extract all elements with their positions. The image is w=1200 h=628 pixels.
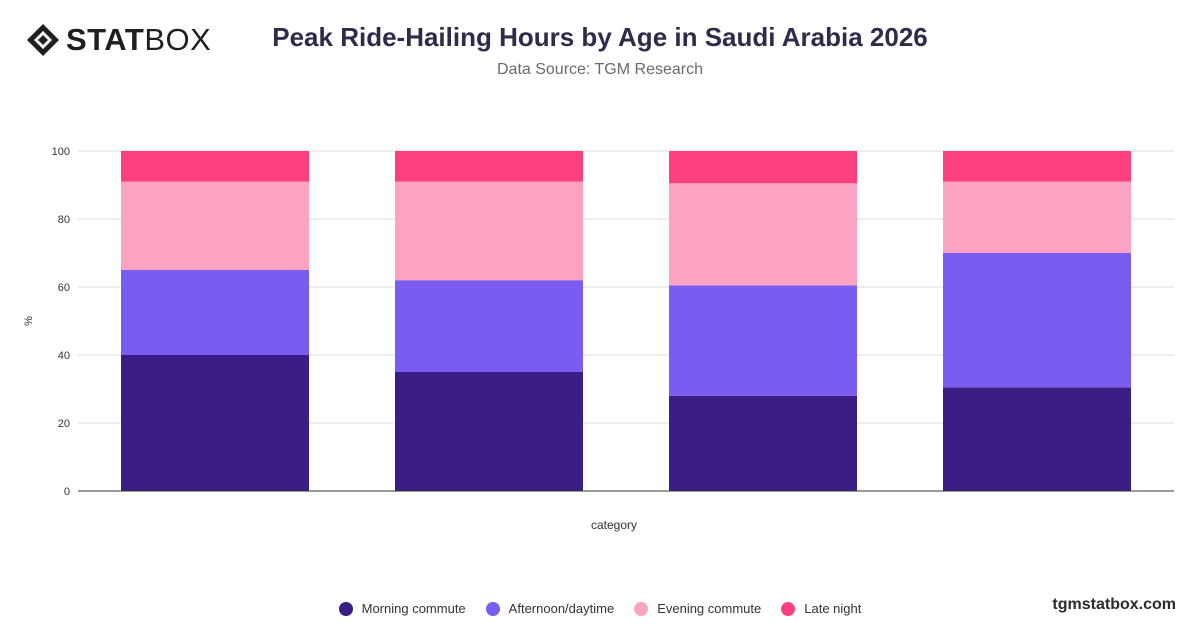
- bar-segment: [669, 183, 857, 286]
- y-tick-label: 0: [64, 486, 70, 498]
- legend-label: Afternoon/daytime: [508, 601, 615, 616]
- chart-legend: Morning commute Afternoon/daytime Evening …: [0, 601, 1200, 616]
- bar-segment: [669, 395, 857, 491]
- y-tick-label: 40: [58, 350, 70, 362]
- logo-text-light: BOX: [144, 22, 212, 57]
- bar-segment: [669, 285, 857, 396]
- legend-swatch: [485, 601, 500, 616]
- site-url: tgmstatbox.com: [1052, 596, 1176, 613]
- legend-swatch: [781, 601, 796, 616]
- y-tick-label: 80: [58, 214, 70, 226]
- bar-segment: [943, 253, 1131, 388]
- bar-segment: [395, 151, 583, 182]
- statbox-logo: STATBOX: [26, 22, 211, 58]
- chart-title: Peak Ride-Hailing Hours by Age in Saudi …: [272, 22, 928, 52]
- bar-segment: [943, 181, 1131, 253]
- bar-segment: [121, 270, 309, 355]
- legend-item: Afternoon/daytime: [485, 601, 615, 616]
- bar-segment: [943, 151, 1131, 182]
- legend-swatch: [634, 601, 649, 616]
- legend-label: Morning commute: [361, 601, 466, 616]
- bar-segment: [395, 181, 583, 281]
- statbox-logo-icon: [27, 24, 59, 56]
- bar-segment: [669, 151, 857, 184]
- legend-item: Morning commute: [338, 601, 466, 616]
- bar-segment: [121, 151, 309, 182]
- legend-item: Late night: [781, 601, 861, 616]
- y-tick-label: 60: [58, 282, 70, 294]
- bar-segment: [395, 280, 583, 372]
- bar-segment: [121, 355, 309, 491]
- y-tick-label: 100: [52, 146, 70, 158]
- bar-segment: [395, 372, 583, 491]
- bar-segment: [121, 181, 309, 270]
- chart-subtitle: Data Source: TGM Research: [496, 61, 703, 78]
- x-axis-title: category: [591, 518, 637, 532]
- legend-label: Late night: [804, 601, 862, 616]
- bar-segment: [943, 387, 1131, 491]
- y-tick-label: 20: [58, 418, 70, 430]
- y-axis-title: %: [23, 316, 35, 326]
- logo-text: STATBOX: [66, 22, 211, 58]
- legend-item: Evening commute: [634, 601, 761, 616]
- logo-text-bold: STAT: [66, 22, 145, 57]
- legend-swatch: [338, 601, 353, 616]
- legend-label: Evening commute: [657, 601, 762, 616]
